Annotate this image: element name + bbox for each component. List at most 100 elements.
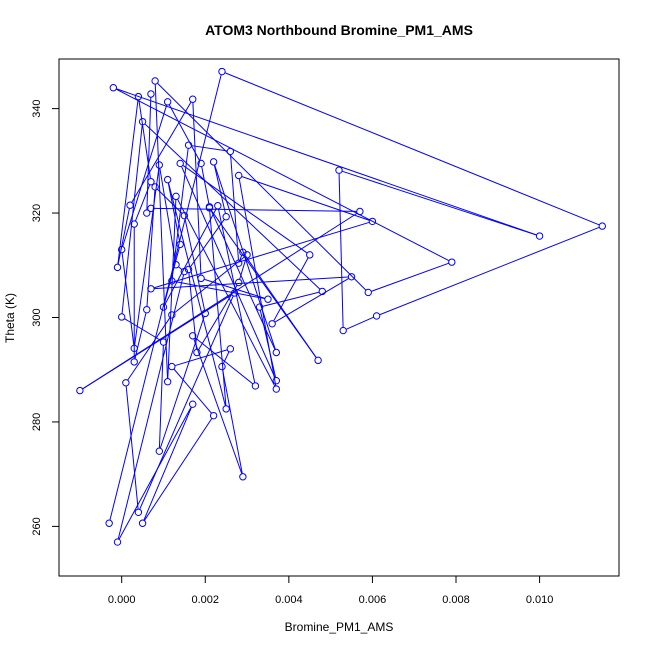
data-point (172, 192, 180, 201)
y-tick-label: 280 (31, 413, 43, 431)
data-point (113, 538, 122, 546)
series-segment (259, 310, 277, 378)
series-segment (127, 317, 171, 381)
x-tick-label: 0.002 (192, 594, 220, 606)
data-point (272, 348, 281, 357)
series-segment (273, 257, 309, 321)
data-point (180, 267, 189, 276)
data-point (218, 362, 226, 371)
data-point (138, 519, 147, 527)
series-segment (223, 351, 230, 364)
data-point (306, 251, 314, 259)
data-point (272, 385, 281, 393)
series-segment (154, 207, 357, 212)
data-point (143, 305, 151, 314)
series-segment (116, 88, 537, 236)
series-segment (201, 166, 210, 204)
series-segment (157, 83, 367, 291)
series-segment (117, 100, 139, 264)
data-point (184, 141, 193, 149)
series-segment (121, 253, 135, 345)
chart-title: ATOM3 Northbound Bromine_PM1_AMS (205, 22, 473, 38)
data-point (155, 447, 163, 455)
data-point (318, 287, 326, 296)
series-segment (188, 272, 198, 350)
series-segment (222, 369, 243, 474)
series-segment (158, 345, 164, 448)
series-segment (239, 258, 247, 280)
series-segment (184, 218, 206, 311)
series-segment (346, 316, 374, 330)
series-segment (191, 145, 227, 152)
data-point (189, 332, 197, 340)
series-segment (154, 221, 370, 289)
data-point (143, 209, 151, 217)
series-segment (146, 97, 152, 210)
data-point (268, 320, 276, 328)
data-point (151, 183, 159, 191)
data-point (109, 84, 118, 92)
data-point (226, 345, 235, 353)
data-point (193, 348, 201, 357)
data-point (176, 240, 184, 249)
data-point (151, 77, 159, 85)
data-point (130, 358, 138, 366)
data-point (235, 259, 243, 267)
series-segment (175, 349, 228, 367)
series-segment (164, 208, 217, 305)
data-point (243, 251, 251, 259)
data-point (105, 519, 113, 527)
series-segment (117, 274, 185, 539)
series-segment (163, 247, 180, 304)
series-segment (342, 170, 537, 236)
data-point (209, 158, 218, 166)
data-point (147, 178, 155, 186)
data-point (176, 159, 184, 168)
data-point (251, 382, 260, 390)
series-segment (134, 168, 160, 345)
y-tick-label: 340 (31, 99, 43, 117)
data-point (159, 338, 168, 346)
data-point (209, 411, 218, 420)
data-point (134, 508, 143, 516)
data-point (214, 202, 222, 210)
data-point (189, 95, 197, 103)
data-point (130, 344, 138, 353)
series-segment (230, 154, 239, 260)
data-point (339, 326, 347, 335)
series-segment (82, 212, 358, 390)
x-tick-label: 0.006 (359, 594, 387, 606)
data-point (163, 175, 172, 184)
data-point (147, 204, 155, 213)
series-segment (167, 182, 181, 242)
data-point (272, 376, 281, 385)
series-segment (213, 165, 226, 214)
data-point (448, 258, 456, 266)
data-point (155, 161, 163, 169)
data-point (218, 67, 226, 76)
data-point (314, 356, 322, 365)
data-point (172, 261, 180, 269)
data-point (147, 285, 155, 293)
series-segment (193, 338, 243, 474)
data-point (335, 166, 343, 174)
series-segment (154, 84, 169, 379)
data-point (168, 277, 176, 285)
y-axis-label: Theta (K) (3, 293, 17, 343)
series-segment (177, 199, 276, 387)
data-point (222, 405, 230, 413)
x-tick-label: 0.000 (108, 594, 136, 606)
series-segment (262, 291, 320, 307)
data-point (147, 90, 155, 98)
series-segment (192, 102, 202, 275)
x-tick-label: 0.004 (275, 594, 303, 606)
data-point (264, 295, 272, 303)
data-point (168, 362, 176, 371)
data-point (130, 220, 138, 228)
data-point (184, 265, 193, 274)
x-axis-label: Bromine_PM1_AMS (285, 620, 394, 634)
data-point (134, 92, 143, 101)
series-layer (76, 67, 606, 546)
x-axis: 0.000 0.002 0.004 0.006 0.008 0.010 (108, 575, 553, 606)
data-point (117, 313, 126, 321)
